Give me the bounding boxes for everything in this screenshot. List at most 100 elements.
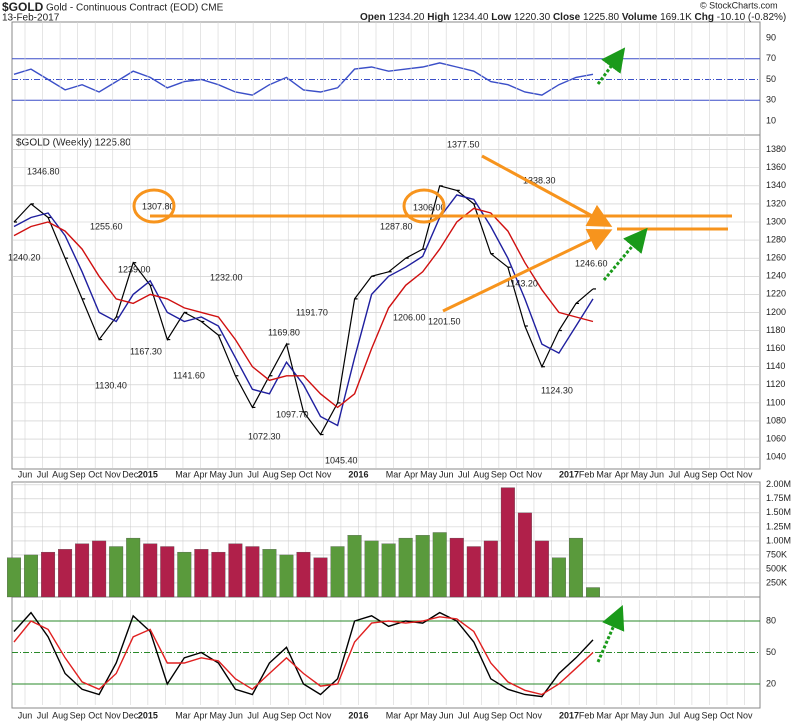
volume-bar <box>569 537 583 598</box>
y-tick-label: 1140 <box>766 361 785 371</box>
x-tick-label: Nov <box>526 710 543 720</box>
y-tick-label: 1260 <box>766 253 786 263</box>
x-tick-label: Oct <box>720 710 735 720</box>
y-tick-label: 2.00M <box>766 479 791 489</box>
volume-bar <box>517 512 532 598</box>
x-tick-label: Jun <box>439 469 454 479</box>
x-tick-label: Jun <box>18 469 33 479</box>
volume-bar <box>415 535 430 598</box>
circle-2015 <box>132 188 176 224</box>
volume-bar <box>466 546 481 598</box>
x-tick-label: Mar <box>596 469 612 479</box>
price-annotation: 1201.50 <box>428 316 461 326</box>
price-annotation: 1338.30 <box>523 175 556 185</box>
x-tick-label: Apr <box>193 469 207 479</box>
volume-bar <box>500 487 515 598</box>
y-tick-label: 1280 <box>766 234 786 244</box>
x-tick-label: Nov <box>315 710 332 720</box>
volume-bar <box>143 543 158 598</box>
y-tick-label: 70 <box>766 53 776 63</box>
price-annotation: 1239.00 <box>118 264 151 274</box>
x-tick-label: Apr <box>615 469 629 479</box>
x-tick-label: Jun <box>650 710 665 720</box>
x-tick-label: Oct <box>88 710 103 720</box>
price-panel <box>11 134 761 470</box>
x-tick-label: Sep <box>701 469 717 479</box>
series-line <box>13 194 594 427</box>
stat-value: -10.10 (-0.82%) <box>717 12 786 23</box>
y-tick-label: 50 <box>766 74 776 84</box>
series-line <box>13 611 594 698</box>
y-tick-label: 1160 <box>766 343 785 353</box>
x-tick-label: Jul <box>37 710 49 720</box>
x-tick-label: Aug <box>473 710 489 720</box>
x-tick-label: Nov <box>315 469 332 479</box>
volume-bar <box>586 587 600 598</box>
volume-bar <box>109 546 124 598</box>
instrument-name: Gold - Continuous Contract (EOD) CME <box>46 3 224 14</box>
y-tick-label: 1.50M <box>766 507 791 517</box>
y-tick-label: 1.00M <box>766 535 791 545</box>
x-tick-label: May <box>420 469 438 479</box>
stat-label: Volume <box>622 12 658 23</box>
x-tick-label: May <box>210 469 228 479</box>
y-tick-label: 1060 <box>766 433 786 443</box>
x-tick-label: Apr <box>404 710 418 720</box>
x-tick-label: 2017 <box>559 469 579 479</box>
price-annotation: 1124.30 <box>541 385 573 395</box>
price-annotation: 1130.40 <box>95 380 127 390</box>
x-tick-label: Mar <box>596 710 612 720</box>
chart-date: 13-Feb-2017 <box>2 13 60 24</box>
circle-2016 <box>402 188 446 224</box>
x-tick-label: Jun <box>18 710 33 720</box>
x-tick-label: 2016 <box>348 469 368 479</box>
volume-bar <box>483 540 498 598</box>
y-tick-label: 50 <box>766 647 776 657</box>
x-tick-label: Sep <box>491 469 507 479</box>
x-tick-label: Aug <box>684 469 700 479</box>
x-tick-label: Mar <box>175 710 191 720</box>
x-tick-label: Sep <box>280 469 296 479</box>
price-annotation: 1255.60 <box>90 221 123 231</box>
price-annotation: 1143.20 <box>506 278 538 288</box>
x-tick-label: Sep <box>280 710 296 720</box>
x-tick-label: 2015 <box>138 469 158 479</box>
stat-label: Close <box>553 12 581 23</box>
volume-bar <box>7 557 21 598</box>
stats-line: Open 1234.20 High 1234.40 Low 1220.30 Cl… <box>360 12 786 23</box>
y-tick-label: 1080 <box>766 415 786 425</box>
x-tick-label: Jul <box>37 469 49 479</box>
x-tick-label: Jul <box>458 710 470 720</box>
volume-bar <box>449 537 464 598</box>
x-tick-label: May <box>420 710 438 720</box>
triangle-upper <box>481 154 613 227</box>
y-tick-label: 1380 <box>766 144 786 154</box>
volume-bar <box>534 540 549 598</box>
price-annotation: 1191.70 <box>296 307 328 317</box>
x-tick-label: Dec <box>122 710 139 720</box>
x-tick-label: Apr <box>193 710 207 720</box>
price-annotation: 1045.40 <box>325 455 358 465</box>
x-tick-label: Feb <box>579 469 595 479</box>
symbol: $GOLD <box>2 0 44 14</box>
y-tick-label: 1300 <box>766 216 786 226</box>
y-tick-label: 30 <box>766 95 776 105</box>
y-tick-label: 20 <box>766 678 776 688</box>
volume-bar <box>126 537 141 598</box>
volume-bar <box>330 546 345 598</box>
x-tick-label: Nov <box>105 469 122 479</box>
x-tick-label: Sep <box>701 710 717 720</box>
x-tick-label: Nov <box>526 469 543 479</box>
x-tick-label: Aug <box>263 469 279 479</box>
x-tick-label: Jul <box>669 710 681 720</box>
price-annotation: 1072.30 <box>248 431 281 441</box>
x-tick-label: Jun <box>439 710 454 720</box>
series-line <box>13 207 594 409</box>
stoch-arrow <box>596 604 625 663</box>
price-legend: $GOLD (Weekly) 1225.80 <box>16 138 131 149</box>
x-tick-label: Aug <box>52 469 68 479</box>
stat-value: 1225.80 <box>583 12 620 23</box>
y-tick-label: 80 <box>766 615 776 625</box>
y-tick-label: 1200 <box>766 307 786 317</box>
x-tick-label: Aug <box>52 710 68 720</box>
